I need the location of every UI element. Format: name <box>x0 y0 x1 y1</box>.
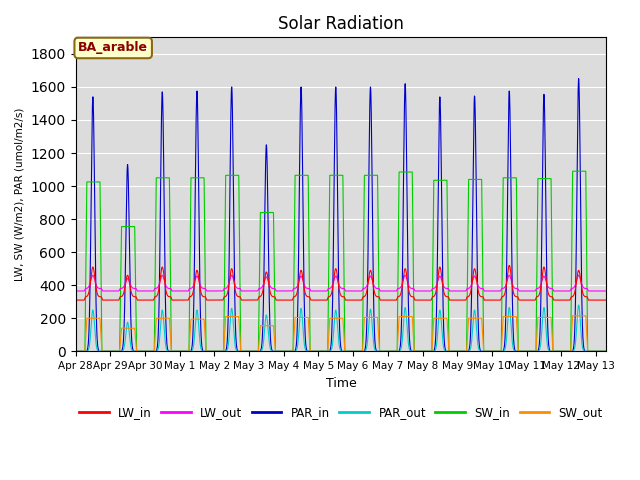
SW_out <box>457 348 465 354</box>
PAR_out <box>113 348 120 354</box>
Legend: LW_in, LW_out, PAR_in, PAR_out, SW_in, SW_out: LW_in, LW_out, PAR_in, PAR_out, SW_in, S… <box>74 401 607 424</box>
Line: LW_in: LW_in <box>76 265 613 300</box>
LW_out <box>234 286 241 291</box>
LW_out <box>563 288 570 294</box>
SW_in <box>234 172 241 178</box>
PAR_out <box>234 348 241 354</box>
SW_out <box>113 348 120 354</box>
LW_out <box>214 288 222 294</box>
SW_in <box>72 348 79 354</box>
SW_in <box>513 238 521 244</box>
PAR_out <box>609 348 617 354</box>
SW_out <box>214 348 221 354</box>
PAR_in <box>609 348 617 354</box>
PAR_out <box>457 348 465 354</box>
LW_out <box>609 288 617 294</box>
Line: LW_out: LW_out <box>76 276 613 291</box>
PAR_in <box>513 348 521 354</box>
LW_in <box>113 297 120 303</box>
PAR_in <box>563 348 570 354</box>
LW_out <box>513 286 521 291</box>
PAR_out <box>563 348 570 354</box>
LW_in <box>234 293 241 299</box>
SW_out <box>72 348 79 354</box>
LW_in <box>214 297 221 303</box>
LW_out <box>457 288 465 294</box>
PAR_out <box>214 348 221 354</box>
LW_out <box>113 288 120 294</box>
PAR_out <box>575 302 582 308</box>
SW_out <box>569 313 577 319</box>
SW_in <box>214 348 221 354</box>
SW_in <box>457 348 465 354</box>
LW_in <box>506 263 513 268</box>
PAR_in <box>72 348 79 354</box>
LW_in <box>513 294 521 300</box>
Title: Solar Radiation: Solar Radiation <box>278 15 404 33</box>
PAR_in <box>457 348 465 354</box>
LW_in <box>563 297 570 303</box>
X-axis label: Time: Time <box>326 377 356 390</box>
LW_in <box>457 297 465 303</box>
Line: PAR_in: PAR_in <box>76 79 613 351</box>
SW_out <box>563 348 570 354</box>
PAR_out <box>513 348 521 354</box>
PAR_in <box>214 348 221 354</box>
LW_out <box>72 288 79 294</box>
Text: BA_arable: BA_arable <box>78 41 148 54</box>
Line: SW_out: SW_out <box>76 316 613 351</box>
SW_in <box>609 348 617 354</box>
SW_in <box>113 348 120 354</box>
Line: PAR_out: PAR_out <box>76 305 613 351</box>
SW_in <box>569 168 577 174</box>
Line: SW_in: SW_in <box>76 171 613 351</box>
Y-axis label: LW, SW (W/m2), PAR (umol/m2/s): LW, SW (W/m2), PAR (umol/m2/s) <box>15 108 25 281</box>
SW_out <box>234 314 241 320</box>
LW_in <box>72 297 79 303</box>
LW_in <box>609 297 617 303</box>
LW_out <box>89 273 97 278</box>
PAR_in <box>575 76 582 82</box>
SW_out <box>609 348 617 354</box>
PAR_out <box>72 348 79 354</box>
SW_out <box>513 326 521 332</box>
PAR_in <box>113 348 120 354</box>
SW_in <box>563 348 570 354</box>
PAR_in <box>234 348 241 354</box>
